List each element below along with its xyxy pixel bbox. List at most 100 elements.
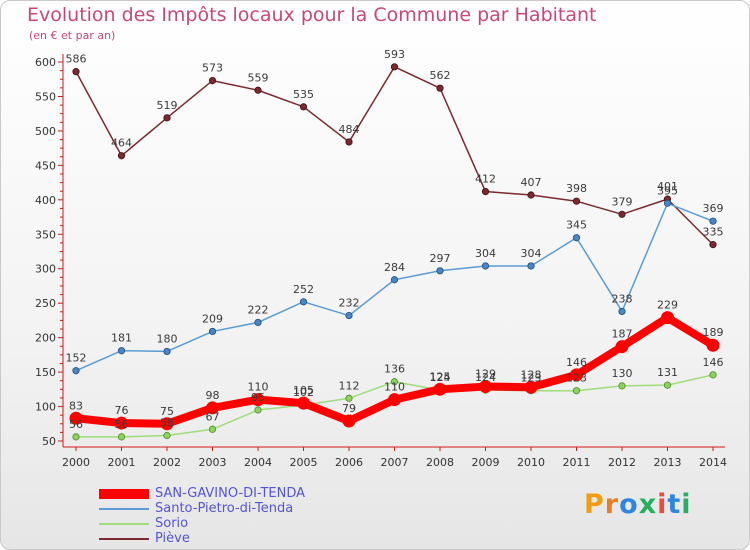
data-point bbox=[208, 425, 217, 433]
data-label: 345 bbox=[566, 219, 587, 232]
data-label: 105 bbox=[293, 384, 314, 397]
series-line bbox=[75, 66, 714, 246]
data-point bbox=[345, 311, 353, 320]
data-label: 535 bbox=[293, 88, 314, 101]
data-point bbox=[390, 63, 399, 71]
data-label: 335 bbox=[703, 226, 724, 239]
data-label: 252 bbox=[293, 283, 314, 296]
data-point bbox=[479, 380, 492, 394]
data-point bbox=[251, 393, 265, 407]
data-label: 123 bbox=[521, 372, 542, 385]
x-tick-label: 2012 bbox=[608, 456, 636, 469]
y-tick-label: 150 bbox=[35, 366, 56, 379]
data-point bbox=[345, 394, 353, 402]
data-label: 102 bbox=[293, 386, 314, 399]
data-label: 110 bbox=[248, 381, 269, 394]
data-point bbox=[163, 114, 171, 122]
data-point bbox=[163, 347, 171, 356]
brand-letter: i bbox=[657, 489, 668, 520]
x-tick-label: 2007 bbox=[381, 456, 409, 469]
data-label: 187 bbox=[612, 328, 633, 341]
brand-letter: i bbox=[681, 489, 692, 520]
data-point bbox=[709, 241, 717, 249]
data-label: 83 bbox=[69, 399, 83, 412]
data-label: 562 bbox=[430, 69, 451, 82]
data-label: 98 bbox=[206, 389, 220, 402]
data-point bbox=[570, 368, 583, 382]
data-point bbox=[72, 367, 80, 375]
data-point bbox=[436, 84, 444, 92]
data-point bbox=[69, 411, 83, 425]
data-point bbox=[163, 431, 171, 440]
data-label: 56 bbox=[69, 418, 83, 431]
data-point bbox=[160, 417, 174, 431]
y-tick-label: 600 bbox=[35, 56, 56, 69]
x-tick-label: 2006 bbox=[335, 456, 363, 469]
data-label: 112 bbox=[339, 379, 360, 392]
y-tick-label: 450 bbox=[35, 159, 56, 172]
data-label: 304 bbox=[475, 247, 496, 260]
data-label: 76 bbox=[115, 404, 129, 417]
data-label: 284 bbox=[384, 261, 405, 274]
data-point bbox=[299, 103, 308, 111]
data-label: 401 bbox=[657, 180, 678, 193]
brand-letter: P bbox=[584, 489, 605, 520]
data-point bbox=[297, 396, 310, 410]
data-label: 79 bbox=[342, 402, 356, 415]
data-point bbox=[72, 68, 80, 76]
data-point bbox=[527, 262, 535, 270]
data-point bbox=[115, 416, 128, 430]
x-tick-label: 2005 bbox=[290, 456, 318, 469]
x-tick-label: 2014 bbox=[699, 456, 727, 469]
data-point bbox=[388, 393, 401, 407]
data-label: 586 bbox=[66, 53, 87, 66]
y-tick-label: 500 bbox=[35, 125, 56, 138]
data-point bbox=[254, 86, 262, 94]
legend-swatch bbox=[99, 489, 149, 499]
data-point bbox=[117, 347, 126, 355]
x-tick-label: 2010 bbox=[517, 456, 545, 469]
data-label: 559 bbox=[248, 71, 269, 84]
data-point bbox=[254, 406, 262, 414]
brand-letter: r bbox=[604, 489, 620, 520]
brand-letter: o bbox=[619, 489, 639, 520]
data-label: 297 bbox=[430, 252, 451, 265]
data-point bbox=[345, 138, 353, 146]
brand-letter: x bbox=[638, 489, 658, 520]
y-tick-label: 100 bbox=[35, 401, 56, 414]
data-point bbox=[706, 338, 720, 352]
data-point bbox=[117, 433, 126, 441]
data-point bbox=[254, 318, 262, 327]
x-tick-label: 2011 bbox=[563, 456, 591, 469]
data-label: 124 bbox=[475, 371, 496, 384]
y-tick-label: 250 bbox=[35, 297, 56, 310]
data-point bbox=[618, 382, 626, 390]
data-point bbox=[663, 381, 672, 389]
data-label: 146 bbox=[566, 356, 587, 369]
data-point bbox=[117, 152, 126, 160]
x-tick-label: 2004 bbox=[244, 456, 272, 469]
data-label: 146 bbox=[703, 356, 724, 369]
data-label: 593 bbox=[384, 48, 405, 61]
data-label: 67 bbox=[206, 410, 220, 423]
data-point bbox=[390, 378, 399, 386]
data-label: 229 bbox=[657, 299, 678, 312]
data-label: 124 bbox=[430, 371, 451, 384]
x-tick-label: 2001 bbox=[108, 456, 136, 469]
data-point bbox=[572, 234, 581, 242]
brand-logo: Proxiti bbox=[584, 489, 692, 520]
data-label: 232 bbox=[339, 297, 360, 310]
data-point bbox=[390, 276, 399, 284]
data-point bbox=[615, 340, 629, 354]
x-tick-label: 2008 bbox=[426, 456, 454, 469]
data-point bbox=[572, 197, 581, 205]
data-label: 131 bbox=[657, 366, 678, 379]
data-label: 369 bbox=[703, 202, 724, 215]
chart-subtitle: (en € et par an) bbox=[29, 29, 116, 42]
y-tick-label: 550 bbox=[35, 90, 56, 103]
y-tick-label: 400 bbox=[35, 194, 56, 207]
x-tick-label: 2003 bbox=[199, 456, 227, 469]
data-label: 222 bbox=[248, 303, 269, 316]
